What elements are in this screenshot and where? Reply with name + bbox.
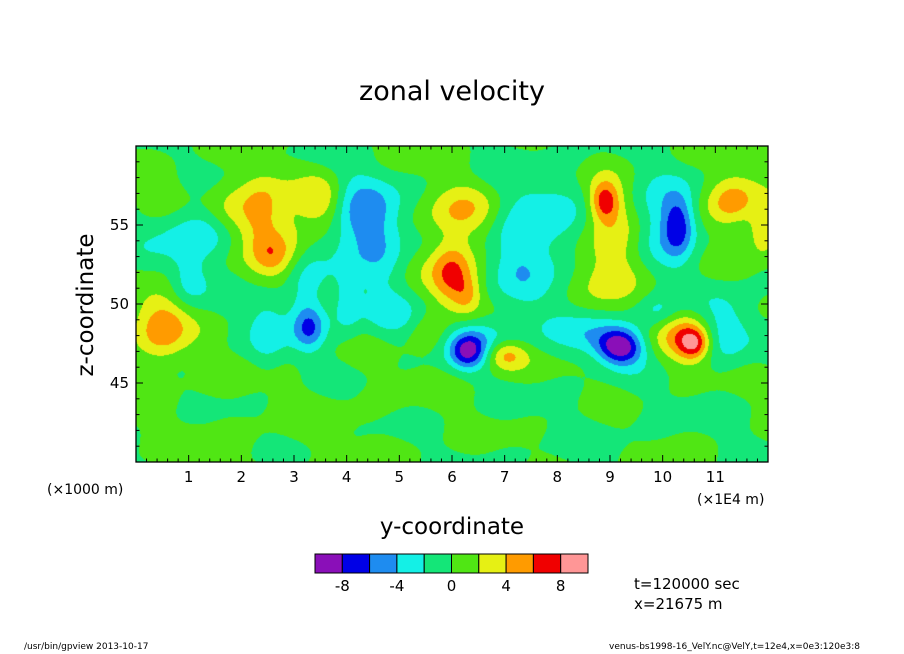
colorbar (314, 553, 589, 574)
x-tick-label: 11 (705, 468, 725, 486)
x-tick-label: 9 (605, 468, 615, 486)
colorbar-swatch (423, 553, 452, 574)
y-axis-label: z-coordinate (73, 233, 99, 377)
colorbar-swatch (396, 553, 425, 574)
x-tick-label: 1 (183, 468, 194, 486)
x-tick-label: 7 (499, 468, 510, 486)
x-axis-label: y-coordinate (379, 514, 525, 540)
x-unit-right: (×1E4 m) (697, 492, 765, 508)
colorbar-tick-label: 8 (555, 577, 566, 595)
colorbar-swatch (560, 553, 589, 574)
footer-program: /usr/bin/gpview 2013-10-17 (24, 642, 149, 652)
x-tick-label: 8 (552, 468, 563, 486)
footer-source: venus-bs1998-16_VelY.nc@VelY,t=12e4,x=0e… (609, 642, 860, 652)
x-tick-label: 3 (289, 468, 299, 486)
x-tick-label: 10 (653, 468, 673, 486)
colorbar-swatch (451, 553, 480, 574)
colorbar-tick-label: 0 (446, 577, 457, 595)
y-tick-label: 55 (109, 216, 129, 234)
position-info: x=21675 m (634, 595, 723, 613)
time-info: t=120000 sec (634, 575, 740, 593)
colorbar-tick-label: 4 (501, 577, 511, 595)
colorbar-swatch (478, 553, 507, 574)
contour-plot (136, 146, 768, 462)
y-tick-label: 50 (109, 295, 129, 313)
x-tick-label: 4 (341, 468, 352, 486)
x-tick-label: 6 (447, 468, 457, 486)
colorbar-swatch (314, 553, 343, 574)
x-tick-label: 5 (394, 468, 405, 486)
x-tick-label: 2 (236, 468, 247, 486)
colorbar-tick-label: -8 (334, 577, 350, 595)
colorbar-swatch (369, 553, 398, 574)
chart-title: zonal velocity (359, 76, 545, 107)
colorbar-swatch (341, 553, 371, 574)
colorbar-tick-label: -4 (389, 577, 405, 595)
colorbar-swatch (505, 553, 534, 574)
x-unit-left: (×1000 m) (47, 482, 124, 498)
y-tick-label: 45 (109, 374, 129, 392)
colorbar-swatch (532, 553, 562, 574)
